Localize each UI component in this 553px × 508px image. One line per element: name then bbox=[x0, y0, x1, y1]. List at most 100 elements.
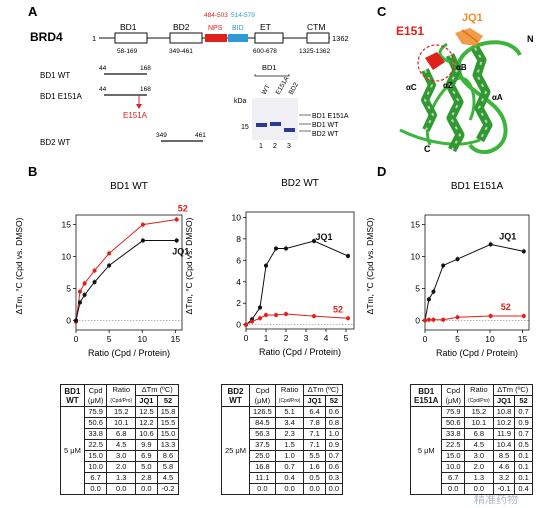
data-point bbox=[92, 268, 97, 273]
chart-title: BD1 WT bbox=[110, 181, 148, 192]
y-tick-label: 10 bbox=[232, 212, 242, 222]
table-cell: 6.8 bbox=[464, 428, 494, 440]
data-point bbox=[431, 317, 436, 322]
header-dtm: ΔTm (ºC) bbox=[492, 384, 533, 396]
table-cell: 0.9 bbox=[324, 439, 344, 451]
series-label: JQ1 bbox=[315, 232, 332, 242]
table-cell: 15.0 bbox=[441, 450, 466, 462]
gel-lane-label-3: BD2 bbox=[288, 81, 301, 96]
construct-end-bd1-e151a: 168 bbox=[140, 86, 151, 93]
header-ratio: Ratio (Cpd/Pro) bbox=[464, 384, 494, 407]
series-label: 52 bbox=[178, 203, 188, 213]
table-cell: 6.9 bbox=[135, 450, 158, 462]
protein-start: 1 bbox=[92, 34, 96, 43]
chart-title: BD1 E151A bbox=[451, 181, 504, 192]
table-row: 15.0 3.0 8.5 0.1 bbox=[411, 450, 533, 462]
table-cell: 50.6 bbox=[441, 417, 466, 429]
table-cell: 0.1 bbox=[514, 450, 533, 462]
data-point bbox=[455, 257, 460, 262]
table-cell: 0.5 bbox=[303, 472, 326, 484]
table-cell: 1.3 bbox=[464, 472, 494, 484]
construct-end-bd1-wt: 168 bbox=[140, 65, 151, 72]
header-jq1: JQ1 bbox=[303, 395, 326, 407]
construct-start-bd2-wt: 349 bbox=[156, 132, 167, 139]
domain-box-bd2 bbox=[169, 32, 203, 44]
y-tick-label: 0 bbox=[66, 315, 71, 325]
table-cell: 75.9 bbox=[441, 406, 466, 418]
table-cell: 7.1 bbox=[303, 439, 326, 451]
table-row: 50.6 10.1 10.2 0.9 bbox=[411, 417, 533, 429]
table-cell: 12.5 bbox=[135, 406, 158, 418]
gel-lane-number-2: 2 bbox=[273, 143, 277, 150]
table-cell: 1.0 bbox=[274, 450, 305, 462]
table-row: 50.6 10.1 12.2 15.5 bbox=[61, 417, 180, 429]
construct-start-bd1-e151a: 44 bbox=[99, 86, 107, 93]
table-cell: 15.5 bbox=[156, 417, 180, 429]
table-name: BD1 WT bbox=[60, 384, 85, 407]
gel-lane-label-1: WT bbox=[261, 84, 272, 96]
table-cell: 2.3 bbox=[274, 428, 305, 440]
table-cell: 0.0 bbox=[441, 483, 466, 495]
data-point bbox=[441, 263, 446, 268]
table-cell: 7.8 bbox=[303, 417, 326, 429]
panel-label-b: B bbox=[28, 164, 37, 179]
table-cell: 4.6 bbox=[492, 461, 516, 473]
structure-label-helix-z: αZ bbox=[443, 81, 453, 90]
data-point bbox=[77, 300, 82, 305]
data-point bbox=[174, 238, 179, 243]
x-tick-label: 2 bbox=[284, 333, 289, 343]
table-concentration: 25 μM bbox=[221, 406, 250, 495]
series-line bbox=[245, 240, 349, 326]
table-cell: 1.5 bbox=[274, 439, 305, 451]
data-point bbox=[521, 249, 526, 254]
table-row: 5 μM 75.9 15.2 10.8 0.7 bbox=[409, 406, 533, 495]
table-cell: 13.3 bbox=[156, 439, 180, 451]
protein-structure bbox=[399, 28, 522, 155]
table-row: 0.0 0.0 0.0 0.0 bbox=[222, 483, 344, 495]
table-row: 0.0 0.0 -0.1 0.4 bbox=[411, 483, 533, 495]
y-axis-label: ΔTm, °C (Cpd vs. DMSO) bbox=[365, 217, 375, 314]
gel-image bbox=[252, 98, 298, 140]
x-tick-label: 10 bbox=[138, 334, 148, 344]
table-cell: 0.0 bbox=[303, 483, 326, 495]
table-row: 16.8 0.7 1.6 0.6 bbox=[222, 461, 344, 473]
table-cell: 0.5 bbox=[514, 439, 533, 451]
data-point bbox=[431, 289, 436, 294]
data-point bbox=[284, 246, 288, 251]
table-cell: 2.8 bbox=[135, 472, 158, 484]
table-bd1-wt: BD1 WT Cpd (μM) Ratio (Cpd/Pro) ΔTm (ºC) JQ… bbox=[60, 384, 180, 495]
table-cell: 0.0 bbox=[106, 483, 137, 495]
x-axis-label: Ratio (Cpd / Protein) bbox=[436, 348, 518, 358]
table-cell: 15.0 bbox=[156, 428, 180, 440]
table-name: BD2 WT bbox=[221, 384, 250, 407]
table-cell: 0.7 bbox=[324, 450, 344, 462]
table-cell: 0.0 bbox=[274, 483, 305, 495]
domain-range-bid: 514-579 bbox=[231, 12, 255, 19]
data-point bbox=[82, 292, 87, 297]
header-52: 52 bbox=[514, 395, 533, 407]
table-cell: 10.6 bbox=[135, 428, 158, 440]
x-tick-label: 5 bbox=[107, 334, 112, 344]
domain-box-nps bbox=[205, 34, 227, 42]
table-cell: -0.1 bbox=[492, 483, 516, 495]
structure-label-ligand: JQ1 bbox=[462, 12, 483, 24]
series-label: JQ1 bbox=[499, 231, 516, 241]
gel-bracket bbox=[254, 74, 290, 77]
domain-range-bd1: 58-169 bbox=[117, 48, 138, 55]
header-52: 52 bbox=[324, 395, 344, 407]
table-row: 6.7 1.3 3.2 0.1 bbox=[411, 472, 533, 484]
protein-name: BRD4 bbox=[30, 30, 63, 44]
table-cell: 5.8 bbox=[156, 461, 180, 473]
table-cell: 2.0 bbox=[464, 461, 494, 473]
series-line bbox=[424, 315, 524, 321]
table-cell: 0.4 bbox=[274, 472, 305, 484]
plot-frame bbox=[75, 214, 183, 331]
mutation-label: E151A bbox=[123, 111, 148, 120]
x-tick-label: 15 bbox=[171, 334, 181, 344]
construct-end-bd2-wt: 461 bbox=[195, 132, 206, 139]
data-point bbox=[244, 322, 248, 327]
construct-name-bd1-wt: BD1 WT bbox=[40, 71, 70, 80]
table-cell: 0.0 bbox=[324, 483, 344, 495]
y-tick-label: 5 bbox=[66, 283, 71, 293]
data-point bbox=[107, 263, 112, 268]
